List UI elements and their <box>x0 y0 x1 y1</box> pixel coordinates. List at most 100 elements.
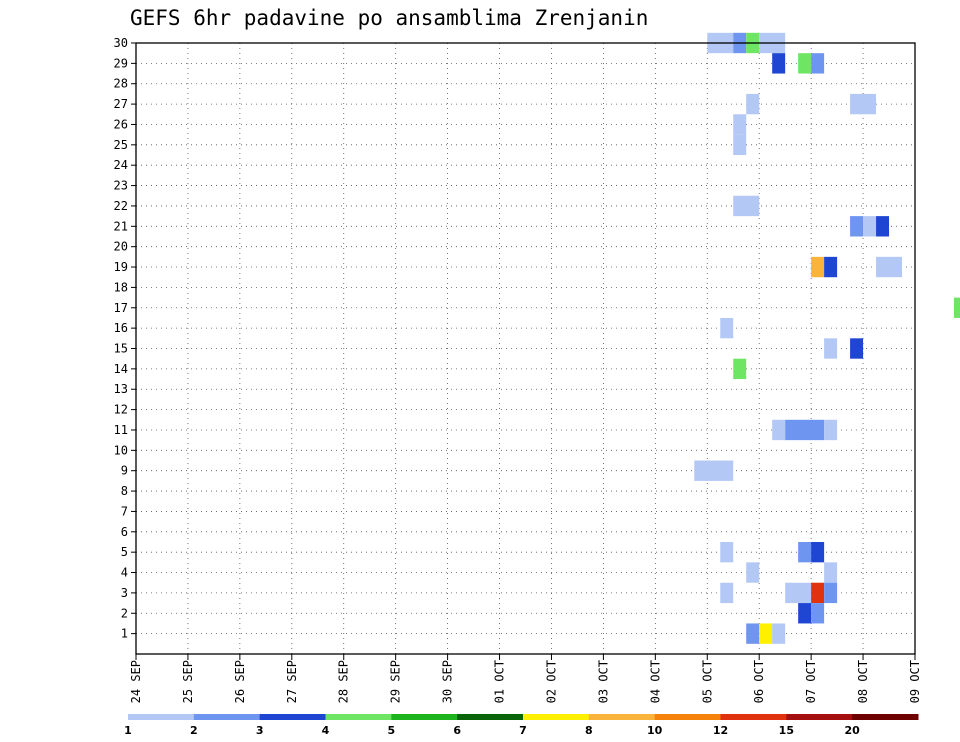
x-tick-label: 09 OCT <box>908 660 922 703</box>
y-axis-ticks: 1234567891011121314151617181920212223242… <box>114 36 136 641</box>
legend-swatch <box>325 714 392 720</box>
y-tick-label: 21 <box>114 219 128 233</box>
precip-cell <box>824 419 838 441</box>
legend-label: 20 <box>845 724 861 737</box>
precip-cell <box>811 53 825 74</box>
legend-swatch <box>852 714 919 720</box>
legend-label: 5 <box>388 724 396 737</box>
y-tick-label: 26 <box>114 117 128 131</box>
precip-cell <box>824 562 838 583</box>
legend-swatch <box>786 714 853 720</box>
legend-swatch <box>193 714 261 720</box>
precip-cell <box>824 582 838 604</box>
legend-label: 15 <box>779 724 794 737</box>
legend-label: 10 <box>647 724 663 737</box>
chart-title: GEFS 6hr padavine po ansamblima Zrenjani… <box>130 6 649 30</box>
legend-label: 7 <box>519 724 527 737</box>
x-tick-label: 01 OCT <box>493 660 507 703</box>
legend-swatch <box>457 714 524 720</box>
y-tick-label: 24 <box>114 158 128 172</box>
precip-cell <box>798 603 812 624</box>
y-tick-label: 23 <box>114 179 128 193</box>
x-tick-label: 26 SEP <box>233 660 247 703</box>
precip-cell <box>733 358 747 380</box>
precip-cell <box>811 603 825 624</box>
x-tick-label: 03 OCT <box>596 660 610 703</box>
x-tick-label: 27 SEP <box>285 660 299 703</box>
y-tick-label: 16 <box>114 321 128 335</box>
precip-cell <box>953 297 960 318</box>
y-tick-label: 9 <box>121 464 128 478</box>
precip-cell <box>850 93 877 115</box>
precip-cell <box>824 338 838 359</box>
y-tick-label: 17 <box>114 301 128 315</box>
y-tick-label: 7 <box>121 504 128 518</box>
legend-label: 4 <box>322 724 330 737</box>
y-tick-label: 25 <box>114 138 128 152</box>
precip-cell <box>811 256 825 278</box>
precip-cell <box>759 623 773 644</box>
x-tick-label: 04 OCT <box>648 660 662 703</box>
y-tick-label: 19 <box>114 260 128 274</box>
precip-cell <box>863 216 877 237</box>
legend-swatch <box>720 714 787 720</box>
precip-cell <box>733 195 760 217</box>
y-tick-label: 3 <box>121 586 128 600</box>
x-axis-ticks: 24 SEP 25 SEP 26 SEP 27 SEP 28 SEP 29 SEP 30 S… <box>129 654 922 703</box>
y-tick-label: 28 <box>114 77 128 91</box>
precip-cell <box>720 317 734 339</box>
legend-swatch <box>259 714 326 720</box>
x-tick-label: 28 SEP <box>337 660 351 703</box>
precip-cell <box>824 256 838 278</box>
y-tick-label: 8 <box>121 484 128 498</box>
legend-swatch <box>391 714 458 720</box>
y-tick-label: 12 <box>114 403 128 417</box>
precip-cell <box>798 541 812 563</box>
y-tick-label: 15 <box>114 342 128 356</box>
precip-cell <box>720 582 734 604</box>
y-tick-label: 29 <box>114 56 128 70</box>
precip-cell <box>785 582 812 604</box>
legend-swatch <box>588 714 656 720</box>
precip-cell <box>772 623 786 644</box>
precip-cell <box>772 53 786 74</box>
y-tick-label: 13 <box>114 382 128 396</box>
precip-cell <box>733 134 747 156</box>
y-tick-label: 11 <box>114 423 128 437</box>
y-tick-label: 27 <box>114 97 128 111</box>
y-tick-label: 20 <box>114 240 128 254</box>
x-tick-label: 29 SEP <box>389 660 403 703</box>
legend-label: 6 <box>453 724 461 737</box>
legend-swatch <box>523 714 590 720</box>
x-tick-label: 24 SEP <box>129 660 143 703</box>
precip-cell <box>694 460 734 481</box>
legend-label: 12 <box>713 724 728 737</box>
precip-cell <box>772 419 786 441</box>
y-tick-label: 10 <box>114 443 128 457</box>
y-tick-label: 2 <box>121 606 128 620</box>
y-tick-label: 30 <box>114 36 128 50</box>
heatmap-cells <box>694 32 960 644</box>
precip-cell <box>876 216 890 237</box>
legend-label: 2 <box>190 724 198 737</box>
legend-swatch <box>128 714 195 720</box>
legend-swatch <box>654 714 721 720</box>
y-tick-label: 1 <box>121 627 128 641</box>
precip-cell <box>746 93 760 115</box>
y-tick-label: 5 <box>121 545 128 559</box>
precip-cell <box>811 541 825 563</box>
x-tick-label: 08 OCT <box>856 660 870 703</box>
y-tick-label: 4 <box>121 566 128 580</box>
legend-label: 8 <box>585 724 593 737</box>
precip-cell <box>720 541 734 563</box>
y-tick-label: 14 <box>114 362 128 376</box>
legend-label: 1 <box>124 724 132 737</box>
x-tick-label: 05 OCT <box>700 660 714 703</box>
y-tick-label: 6 <box>121 525 128 539</box>
precip-cell <box>746 562 760 583</box>
precip-cell <box>733 114 747 135</box>
precip-cell <box>746 623 760 644</box>
precip-cell <box>811 582 825 604</box>
x-tick-label: 07 OCT <box>804 660 818 703</box>
x-tick-label: 06 OCT <box>752 660 766 703</box>
